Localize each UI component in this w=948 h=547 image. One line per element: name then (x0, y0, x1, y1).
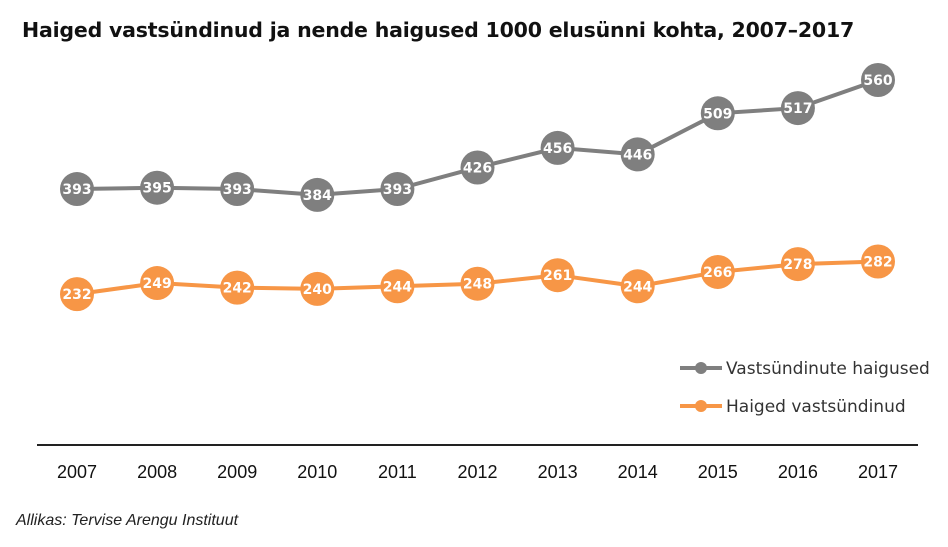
data-label: 509 (703, 106, 732, 122)
data-point (300, 271, 335, 306)
data-label: 249 (142, 276, 171, 292)
x-tick-label: 2015 (698, 462, 738, 482)
data-point (300, 177, 335, 212)
legend-marker-2 (695, 400, 707, 412)
data-label: 282 (863, 254, 892, 270)
data-label: 232 (62, 287, 91, 303)
legend-label-1: Vastsündinute haigused (726, 359, 930, 379)
data-label: 393 (62, 182, 91, 198)
x-tick-label: 2009 (217, 462, 257, 482)
data-point (460, 150, 495, 185)
data-point (220, 172, 255, 207)
x-tick-label: 2007 (57, 462, 97, 482)
data-label: 244 (623, 279, 652, 295)
legend-marker-1 (695, 362, 707, 374)
data-label: 266 (703, 265, 732, 281)
legend-label-2: Haiged vastsündinud (726, 397, 906, 417)
data-label: 278 (783, 257, 812, 273)
data-point (60, 277, 94, 312)
data-point (861, 244, 895, 279)
x-tick-label: 2011 (378, 462, 417, 482)
data-point (60, 172, 94, 207)
x-tick-label: 2010 (297, 462, 337, 482)
chart-title: Haiged vastsündinud ja nende haigused 10… (22, 18, 855, 42)
data-label: 261 (543, 268, 572, 284)
data-label: 560 (863, 73, 892, 89)
data-point (140, 266, 175, 301)
data-label: 395 (142, 181, 171, 197)
data-point (220, 270, 255, 305)
data-point (380, 269, 415, 304)
data-label: 242 (223, 281, 252, 297)
x-tick-label: 2017 (858, 462, 898, 482)
data-label: 393 (223, 182, 252, 198)
data-label: 384 (303, 188, 332, 204)
source-note: Allikas: Tervise Arengu Instituut (16, 512, 239, 529)
data-label: 426 (463, 160, 492, 176)
data-label: 446 (623, 147, 652, 163)
x-tick-label: 2012 (457, 462, 497, 482)
x-tick-label: 2013 (538, 462, 578, 482)
data-point (540, 130, 575, 165)
data-label: 517 (783, 101, 812, 117)
data-point (620, 269, 655, 304)
data-point (140, 170, 175, 205)
data-point (861, 63, 895, 97)
data-point (780, 91, 815, 126)
data-label: 240 (303, 282, 332, 298)
data-point (620, 137, 655, 172)
data-point (780, 247, 815, 282)
x-tick-label: 2014 (618, 462, 658, 482)
x-tick-label: 2016 (778, 462, 818, 482)
data-point (700, 96, 735, 131)
data-point (380, 172, 415, 207)
data-point (700, 254, 735, 289)
data-label: 393 (383, 182, 412, 198)
data-label: 248 (463, 277, 492, 293)
data-label: 244 (383, 279, 412, 295)
data-point (540, 258, 575, 293)
x-tick-label: 2008 (137, 462, 177, 482)
data-label: 456 (543, 141, 572, 157)
data-point (460, 266, 495, 301)
